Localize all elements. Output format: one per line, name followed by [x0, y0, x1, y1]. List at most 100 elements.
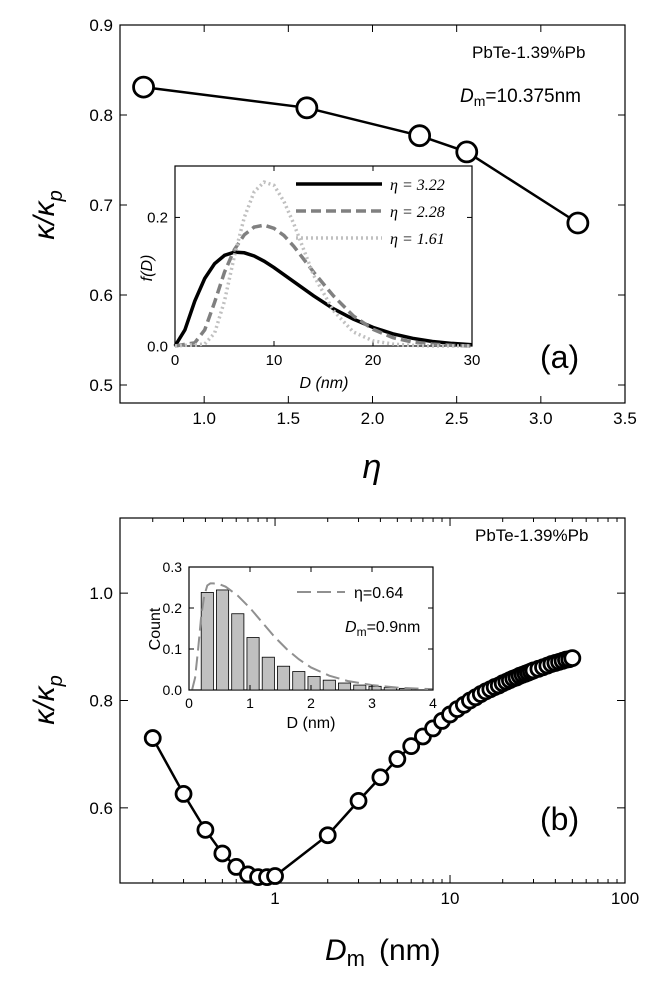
panel-b-inset-fit-curve [191, 582, 434, 691]
panel-a-annotation: PbTe-1.39%Pb [472, 43, 585, 62]
panel-b-xlabel-rest: (nm) [379, 934, 441, 967]
panel-b-inset-bar [216, 589, 230, 691]
panel-a-inset-frame [174, 165, 473, 347]
panel-b-inset-bar [307, 676, 321, 691]
panel-a-data-point [455, 140, 479, 164]
panel-b-inset-xtick-label: 0 [185, 695, 193, 711]
panel-a-data-point [132, 75, 155, 99]
panel-b-data-point [213, 844, 232, 863]
panel-a-inset-legend: η = 3.22 η = 2.28 η = 1.61 [296, 177, 445, 248]
panel-a-xtick-label: 1.0 [192, 409, 216, 428]
panel-b-data-point [266, 867, 284, 885]
panel-b-inset-bar [338, 682, 352, 691]
panel-a-xtick-label: 2.5 [445, 409, 469, 428]
panel-b-data-point [349, 791, 368, 810]
panel-b-data-point [143, 729, 162, 747]
panel-a-ytick-label: 0.5 [89, 376, 113, 395]
panel-a-inset-ylabel: f(D) [139, 255, 156, 282]
panel-a-inset-legend-label-1: η = 2.28 [390, 204, 445, 221]
panel-b-xlabel-sub: m [347, 946, 365, 971]
panel-a-dm-sub: m [474, 93, 486, 109]
panel-a-ylabel-main: κ/κ [28, 199, 61, 239]
panel-b-xlabel: Dm (nm) [325, 934, 441, 971]
panel-b-data-point [388, 750, 407, 768]
panel-a-inset-curve-0 [173, 250, 473, 347]
panel-b-inset-dm-label: Dm=0.9nm [345, 619, 420, 639]
panel-b-inset-ytick-label: 0.0 [163, 682, 183, 698]
panel-a-data-point [295, 96, 319, 120]
panel-a-xtick-label: 3.0 [529, 409, 553, 428]
panel-b-inset-bar [200, 592, 214, 691]
panel-b-annotation: PbTe-1.39%Pb [475, 526, 588, 545]
panel-a-inset-xtick-label: 30 [464, 352, 481, 369]
panel-b-data-point [196, 820, 215, 839]
panel-a-inset-ytick-label: 0.2 [147, 210, 168, 227]
panel-b-series-line [151, 656, 573, 879]
panel-a: 1.0 1.5 2.0 2.5 3.0 3.5 0.5 0.6 0.7 0.8 0.9 PbTe-… [28, 16, 637, 486]
panel-b-ylabel-sub: p [45, 675, 67, 687]
panel-b-inset-ytick-label: 0.1 [163, 641, 183, 657]
panel-b-inset-xtick-label: 1 [246, 695, 254, 711]
panel-b-inset-dm-main: D [345, 619, 357, 636]
panel-a-ylabel-sub: p [45, 190, 67, 202]
panel-b-ytick-label: 0.8 [89, 691, 113, 710]
panel-a-data-point [408, 124, 432, 148]
panel-b-inset: 0 1 2 3 4 0.0 0.1 0.2 0.3 η=0.64 Dm=0.9nm D (nm… [147, 559, 437, 732]
panel-a-inset-legend-label-0: η = 3.22 [390, 177, 445, 194]
panel-b-inset-ytick-label: 0.2 [163, 600, 183, 616]
panel-b-inset-bar [277, 665, 291, 691]
panel-b-xlabel-main: D [325, 934, 347, 967]
panel-b-inset-bar [368, 685, 382, 691]
panel-b-inset-bar [353, 684, 367, 691]
panel-b-inset-legend: η=0.64 [297, 585, 403, 602]
panel-b-inset-xtick-label: 3 [368, 695, 376, 711]
panel-b-ytick-label: 0.6 [89, 799, 113, 818]
panel-a-inset-xlabel: D (nm) [300, 375, 349, 392]
panel-a-xtick-label: 3.5 [613, 409, 637, 428]
panel-a-inset-xtick-label: 20 [365, 352, 382, 369]
panel-b-xtick-label: 100 [611, 889, 639, 908]
panel-a-dm-main: D [460, 86, 474, 107]
panel-a-ytick-label: 0.8 [89, 106, 113, 125]
panel-b-inset-bar [322, 679, 336, 691]
panel-a-xlabel: η [363, 448, 382, 486]
panel-a-inset: 0 10 20 30 0.00.2 η = 3.22η = 2.28η = 1.61 … [139, 165, 481, 392]
panel-b-inset-ytick-label: 0.3 [163, 559, 183, 575]
panel-a-inset-xtick-label: 0 [171, 352, 179, 369]
panel-a-dm-rest: =10.375nm [485, 86, 581, 107]
panel-b-data-point [402, 737, 421, 756]
panel-a-inset-curve-1 [174, 223, 473, 348]
panel-b-data-point [174, 784, 193, 803]
panel-b-xtick-label: 10 [441, 889, 460, 908]
panel-b-data-point [371, 768, 390, 787]
panel-b-data-point [563, 649, 582, 667]
panel-a-label: (a) [540, 339, 579, 375]
panel-b-ylabel-main: κ/κ [28, 684, 61, 724]
panel-b: 1 10 100 0.60.81.0 PbTe-1.39%Pb (b) Dm (nm)… [28, 517, 639, 971]
panel-a-inset-ytick-label: 0.0 [147, 338, 168, 355]
panel-b-inset-bar [246, 637, 260, 691]
panel-b-inset-legend-label: η=0.64 [354, 585, 403, 602]
panel-a-xtick-label: 2.0 [361, 409, 385, 428]
panel-b-inset-xtick-label: 2 [307, 695, 315, 711]
panel-b-label: (b) [540, 801, 579, 837]
panel-b-inset-bar [231, 613, 245, 691]
panel-a-dm-label: Dm=10.375nm [460, 86, 581, 109]
panel-b-xtick-label: 1 [270, 889, 279, 908]
panel-a-ylabel: κ/κp [28, 190, 67, 239]
panel-a-ytick-label: 0.9 [89, 16, 113, 35]
panel-b-ylabel: κ/κp [28, 675, 67, 724]
panel-b-inset-xtick-label: 4 [429, 695, 437, 711]
panel-b-inset-dm-rest: =0.9nm [367, 619, 421, 636]
panel-a-inset-xtick-label: 10 [266, 352, 283, 369]
panel-a-xtick-label: 1.5 [277, 409, 301, 428]
panel-a-inset-legend-label-2: η = 1.61 [390, 231, 445, 248]
panel-b-data-point [318, 826, 337, 845]
panel-b-inset-xlabel: D (nm) [287, 715, 336, 732]
panel-b-inset-ylabel: Count [147, 607, 164, 650]
panel-a-data-point [566, 211, 590, 235]
panel-a-ytick-label: 0.7 [89, 196, 113, 215]
panel-a-series-line [143, 85, 579, 225]
panel-b-inset-dm-sub: m [357, 625, 367, 639]
